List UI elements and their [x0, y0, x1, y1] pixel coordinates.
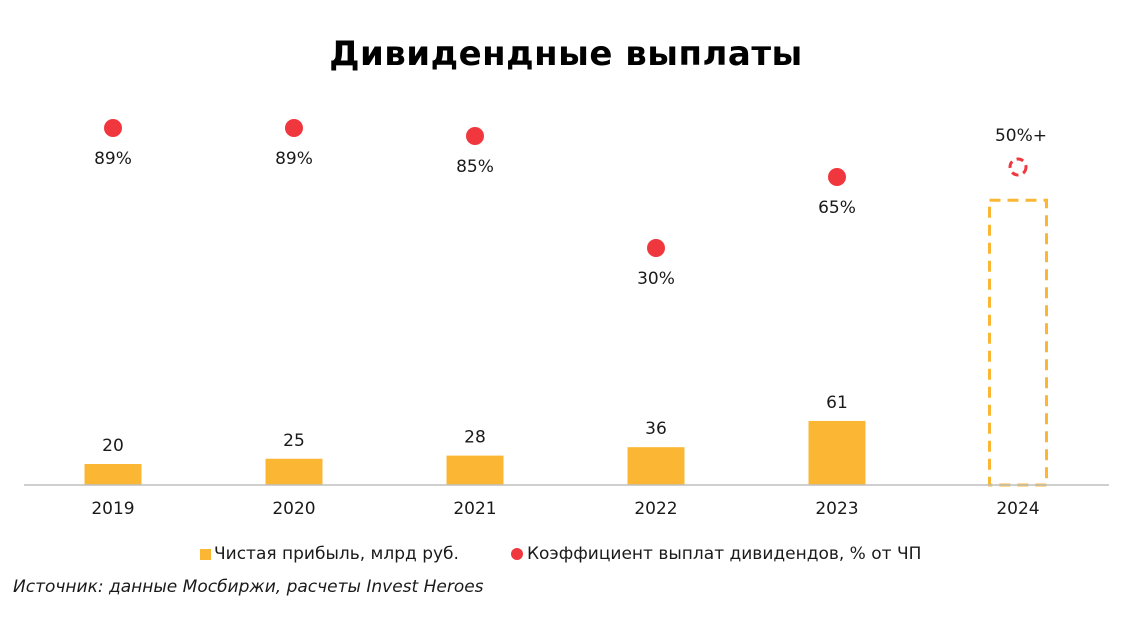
dots-layer — [104, 119, 1028, 257]
x-tick-label-2021: 2021 — [453, 499, 496, 519]
labels-layer: 20 89% 25 89% 28 85% 36 30% 61 65% 50%+ — [94, 126, 1047, 456]
x-tick-label-2023: 2023 — [815, 499, 858, 519]
x-tick-label-2019: 2019 — [91, 499, 134, 519]
dot-label-2019: 89% — [94, 149, 132, 169]
x-tick-label-2022: 2022 — [634, 499, 677, 519]
dot-label-2022: 30% — [637, 269, 675, 289]
legend-item-payout-ratio: Коэффициент выплат дивидендов, % от ЧП — [510, 544, 922, 564]
dot-label-2024: 50%+ — [995, 126, 1047, 146]
x-tick-label-2024: 2024 — [996, 499, 1039, 519]
bar-label-2019: 20 — [102, 436, 124, 456]
bar-2022 — [627, 447, 685, 485]
legend: Чистая прибыль, млрд руб. Коэффициент вы… — [200, 544, 921, 564]
bars-layer — [84, 198, 1048, 487]
dot-forecast-2024 — [1008, 157, 1028, 177]
dot-2019 — [104, 119, 122, 137]
dot-2022 — [647, 239, 665, 257]
bar-label-2020: 25 — [283, 431, 305, 451]
bar-label-2022: 36 — [645, 419, 667, 439]
bar-label-2023: 61 — [826, 393, 848, 413]
dot-2021 — [466, 127, 484, 145]
dot-2023 — [828, 168, 846, 186]
source-note: Источник: данные Мосбиржи, расчеты Inves… — [13, 577, 484, 597]
legend-bar-swatch — [200, 548, 211, 560]
chart-title: Дивидендные выплаты — [329, 34, 803, 74]
bar-2021 — [446, 455, 504, 485]
legend-label-net-profit: Чистая прибыль, млрд руб. — [214, 544, 459, 564]
dot-label-2021: 85% — [456, 157, 494, 177]
bar-label-2021: 28 — [464, 428, 486, 448]
bar-2019 — [84, 464, 142, 485]
bar-2020 — [265, 458, 323, 485]
dot-label-2023: 65% — [818, 198, 856, 218]
bar-2023 — [808, 420, 866, 485]
dot-label-2020: 89% — [275, 149, 313, 169]
bar-forecast-2024 — [988, 198, 1048, 487]
legend-dot-swatch — [510, 548, 523, 560]
legend-item-net-profit: Чистая прибыль, млрд руб. — [200, 544, 459, 564]
dot-2020 — [285, 119, 303, 137]
legend-label-payout-ratio: Коэффициент выплат дивидендов, % от ЧП — [526, 544, 922, 564]
x-tick-label-2020: 2020 — [272, 499, 315, 519]
x-axis-tick-labels: 2019 2020 2021 2022 2023 2024 — [91, 499, 1039, 519]
